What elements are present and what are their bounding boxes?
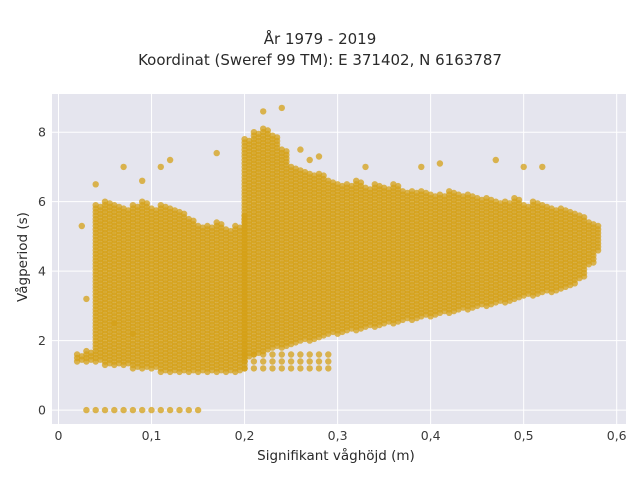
data-point xyxy=(394,182,402,190)
data-point xyxy=(580,214,588,221)
data-point xyxy=(148,406,155,414)
x-tick-label: 0,5 xyxy=(514,428,534,443)
data-point xyxy=(101,406,109,414)
data-point xyxy=(287,358,295,365)
x-tick-label: 0,6 xyxy=(607,428,627,443)
data-point xyxy=(129,406,137,414)
data-point xyxy=(180,210,188,217)
data-point xyxy=(320,172,327,179)
data-point xyxy=(306,156,313,164)
data-point xyxy=(594,222,602,230)
data-point xyxy=(306,351,313,358)
data-point xyxy=(213,149,220,157)
data-point xyxy=(287,351,295,358)
data-point xyxy=(250,365,258,372)
y-tick-label: 0 xyxy=(38,403,46,418)
data-point xyxy=(260,108,267,115)
x-tick-label: 0,2 xyxy=(235,428,255,443)
data-point xyxy=(315,153,323,160)
data-point xyxy=(176,406,183,414)
data-point xyxy=(139,406,146,414)
data-point xyxy=(92,406,99,414)
y-tick-label: 2 xyxy=(38,333,46,348)
data-point xyxy=(325,365,332,372)
data-point xyxy=(315,358,323,365)
data-point xyxy=(297,351,304,358)
data-point xyxy=(241,365,248,372)
data-point xyxy=(515,196,523,204)
data-point xyxy=(250,351,258,358)
data-point xyxy=(357,179,365,186)
chart-title-line-2: Koordinat (Sweref 99 TM): E 371402, N 61… xyxy=(138,51,502,69)
data-point xyxy=(264,127,271,134)
data-point xyxy=(273,134,281,141)
data-point xyxy=(194,406,202,414)
data-point xyxy=(539,163,546,171)
data-point xyxy=(83,295,90,303)
data-point xyxy=(269,365,276,372)
data-point xyxy=(166,406,174,414)
x-tick-label: 0,1 xyxy=(142,428,162,443)
data-point xyxy=(166,156,174,164)
data-point xyxy=(83,406,90,414)
data-point xyxy=(269,358,276,365)
data-point xyxy=(260,358,267,365)
data-point xyxy=(241,351,248,358)
data-point xyxy=(92,181,99,188)
data-point xyxy=(283,148,290,155)
data-point xyxy=(315,365,323,372)
data-point xyxy=(120,406,127,414)
x-tick-label: 0 xyxy=(55,428,63,443)
data-point xyxy=(269,351,276,358)
data-point xyxy=(120,163,127,171)
y-tick-label: 6 xyxy=(38,194,46,209)
data-point xyxy=(278,365,285,372)
data-point xyxy=(190,217,197,224)
data-point xyxy=(520,163,527,171)
data-point xyxy=(78,222,86,230)
data-point xyxy=(260,365,267,372)
data-point xyxy=(241,358,248,365)
data-point xyxy=(325,358,332,365)
data-point xyxy=(492,156,499,164)
data-point xyxy=(139,177,146,184)
data-point xyxy=(129,330,137,337)
tick-labels: 0 0,1 0,2 0,3 0,4 0,5 0,6 0 2 4 6 8 xyxy=(38,125,627,443)
data-point xyxy=(260,351,267,358)
data-point xyxy=(436,160,444,167)
data-point xyxy=(297,365,304,372)
data-point xyxy=(218,221,225,228)
data-point xyxy=(325,351,332,358)
y-axis-label: Vågperiod (s) xyxy=(15,212,31,302)
data-point xyxy=(250,358,258,365)
data-point xyxy=(143,200,151,207)
data-point xyxy=(297,358,304,365)
data-point xyxy=(157,163,164,171)
data-point xyxy=(297,146,304,153)
data-point xyxy=(278,104,285,112)
x-tick-label: 0,4 xyxy=(421,428,441,443)
x-tick-label: 0,3 xyxy=(328,428,348,443)
data-point xyxy=(278,358,285,365)
data-point xyxy=(306,365,313,372)
y-tick-label: 8 xyxy=(38,125,46,140)
data-point xyxy=(287,365,295,372)
chart-title-line-1: År 1979 - 2019 xyxy=(263,30,377,48)
data-point xyxy=(278,351,285,358)
data-point xyxy=(306,358,313,365)
y-tick-label: 4 xyxy=(38,264,46,279)
data-point xyxy=(362,163,369,171)
data-point xyxy=(111,320,118,327)
x-axis-label: Signifikant våghöjd (m) xyxy=(257,448,415,464)
data-point xyxy=(418,163,425,171)
data-point xyxy=(315,351,323,358)
data-point xyxy=(111,406,118,414)
data-point xyxy=(185,406,192,414)
data-points xyxy=(73,104,602,414)
data-point xyxy=(157,406,164,414)
